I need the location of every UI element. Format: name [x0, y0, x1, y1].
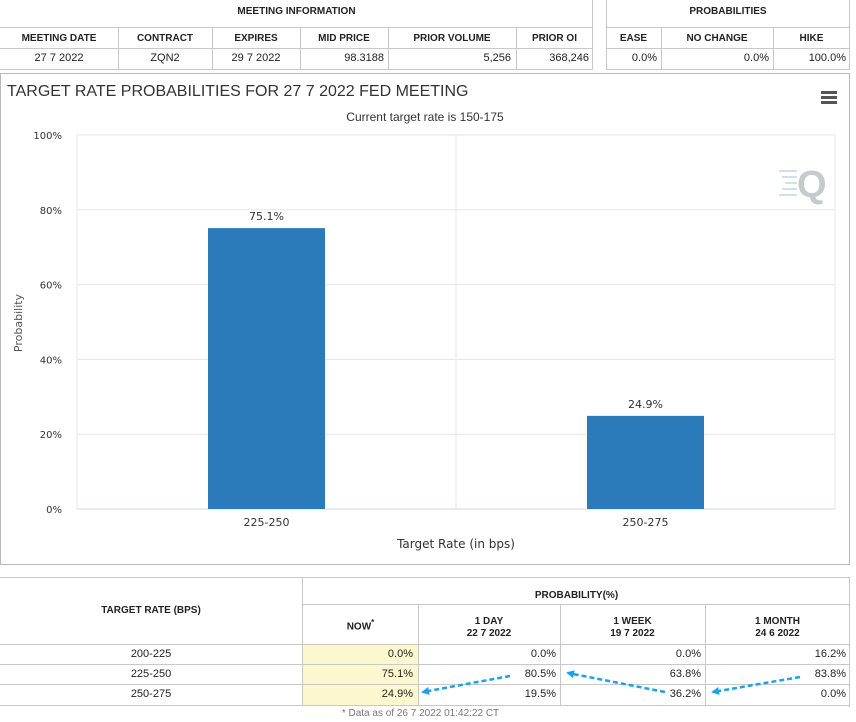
header-hike: HIKE	[799, 33, 824, 44]
probabilities-title: PROBABILITIES	[689, 6, 767, 17]
table-cell-1-week: 63.8%	[669, 668, 701, 680]
table-row-rate: 200-225	[130, 648, 172, 660]
table-cell-1-week: 0.0%	[675, 648, 701, 660]
header-meeting-date: MEETING DATE	[21, 33, 97, 44]
x-tick-label: 225-250	[244, 516, 290, 529]
table-cell-now: 0.0%	[387, 648, 413, 660]
chart-container: TARGET RATE PROBABILITIES FOR 27 7 2022 …	[0, 73, 850, 565]
table-cell-1-month: 0.0%	[820, 688, 846, 700]
header-1-day: 1 DAY 22 7 2022	[466, 616, 512, 639]
data-label: 24.9%	[628, 398, 663, 411]
header-contract: CONTRACT	[136, 33, 194, 44]
table-cell-1-month: 83.8%	[814, 668, 846, 680]
table-cell-1-month: 16.2%	[814, 648, 846, 660]
y-tick-label: 80%	[40, 206, 62, 217]
q-logo-icon: Q	[779, 164, 827, 206]
bar	[587, 415, 704, 509]
header-1-month: 1 MONTH 24 6 2022	[755, 616, 800, 639]
table-row-rate: 250-275	[130, 688, 172, 700]
value-meeting-date: 27 7 2022	[34, 52, 84, 64]
now-column-bg	[303, 645, 418, 705]
value-contract: ZQN2	[150, 52, 180, 64]
meeting-info-panel	[0, 0, 593, 70]
probabilities-panel	[606, 0, 850, 70]
header-probability: PROBABILITY(%)	[534, 590, 619, 601]
value-no-change: 0.0%	[743, 52, 769, 64]
header-now: NOW*	[346, 618, 375, 633]
chart-subtitle: Current target rate is 150-175	[346, 110, 504, 124]
header-ease: EASE	[619, 33, 648, 44]
header-prior-volume: PRIOR VOLUME	[413, 33, 491, 44]
header-target-rate: TARGET RATE (BPS)	[101, 605, 201, 616]
y-tick-label: 60%	[40, 281, 62, 292]
svg-text:Q: Q	[797, 164, 827, 206]
bar-chart: 0% 20% 40% 60% 80% 100% 75.1% 225-250 24.9% 250-2…	[12, 131, 836, 551]
target-rate-table	[0, 577, 850, 707]
x-tick-label: 250-275	[623, 516, 669, 529]
data-timestamp-footnote: * Data as of 26 7 2022 01:42:22 CT	[341, 708, 500, 719]
header-no-change: NO CHANGE	[686, 33, 748, 44]
table-cell-1-day: 19.5%	[524, 688, 556, 700]
chart-title: TARGET RATE PROBABILITIES FOR 27 7 2022 …	[7, 83, 469, 100]
bar	[208, 228, 325, 509]
value-expires: 29 7 2022	[231, 52, 281, 64]
y-axis-title: Probability	[12, 293, 25, 352]
meeting-info-title: MEETING INFORMATION	[237, 6, 356, 17]
data-label: 75.1%	[249, 210, 284, 223]
header-mid-price: MID PRICE	[318, 33, 370, 44]
table-row-rate: 225-250	[130, 668, 172, 680]
header-1-week: 1 WEEK 19 7 2022	[610, 616, 655, 639]
value-hike: 100.0%	[808, 52, 846, 64]
hamburger-menu-icon[interactable]	[821, 91, 837, 105]
y-tick-label: 0%	[46, 505, 62, 516]
table-cell-now: 75.1%	[381, 668, 413, 680]
header-prior-oi: PRIOR OI	[531, 33, 577, 44]
y-tick-label: 20%	[40, 430, 62, 441]
y-tick-label: 40%	[40, 355, 62, 366]
table-cell-1-day: 80.5%	[524, 668, 556, 680]
y-tick-label: 100%	[33, 131, 62, 142]
table-cell-now: 24.9%	[381, 688, 413, 700]
header-expires: EXPIRES	[234, 33, 278, 44]
value-mid-price: 98.3188	[344, 52, 384, 64]
value-ease: 0.0%	[631, 52, 657, 64]
table-cell-1-week: 36.2%	[669, 688, 701, 700]
table-cell-1-day: 0.0%	[530, 648, 556, 660]
value-prior-oi: 368,246	[549, 52, 589, 64]
value-prior-volume: 5,256	[483, 52, 511, 64]
x-axis-title: Target Rate (in bps)	[396, 537, 515, 551]
